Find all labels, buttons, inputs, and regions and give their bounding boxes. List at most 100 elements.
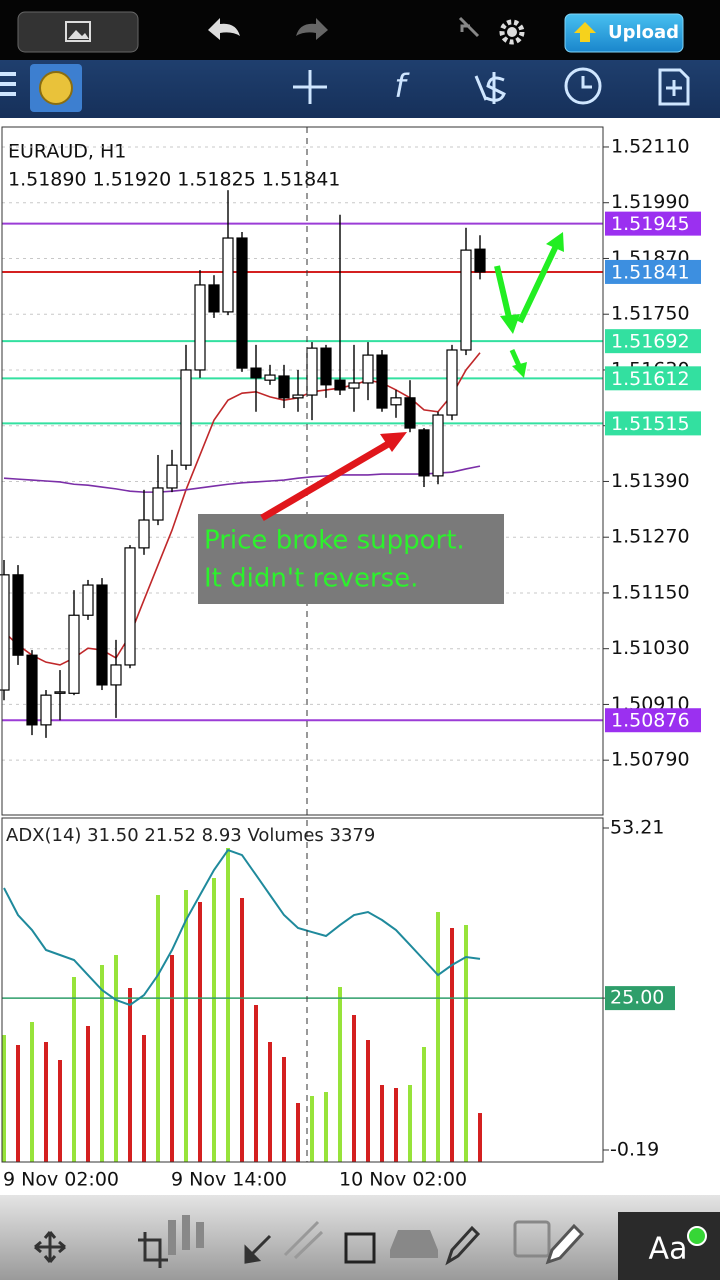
level-label: 1.51841: [611, 261, 690, 283]
level-label-bg: [605, 259, 701, 284]
level-label: 1.50876: [611, 710, 690, 732]
candle-body: [40, 694, 52, 726]
tray-tool[interactable]: [390, 1230, 438, 1258]
candle-body: [320, 347, 332, 386]
candle-body: [390, 397, 402, 406]
volume-bar: [58, 1060, 62, 1162]
y-tick-label: 1.51750: [611, 303, 690, 325]
candle-body: [124, 547, 136, 666]
trade-icon[interactable]: [474, 72, 506, 104]
doc-tool[interactable]: [513, 1220, 551, 1258]
pen-tool[interactable]: [445, 1225, 481, 1266]
y-tick-label: 1.50790: [611, 749, 690, 771]
undo-icon[interactable]: [208, 18, 240, 40]
chart-tool[interactable]: [168, 1215, 204, 1255]
y-tick-label: 1.51030: [611, 637, 690, 659]
candle-body: [54, 691, 66, 694]
candle-body: [418, 429, 430, 477]
adx-line: [3, 848, 481, 1007]
volume-bar: [170, 955, 174, 1162]
font-button-bg[interactable]: [618, 1212, 720, 1280]
x-tick-label: 10 Nov 02:00: [339, 1169, 467, 1191]
volume-bar: [366, 1040, 370, 1162]
redo-icon[interactable]: [296, 18, 328, 40]
level-label-bg: [605, 211, 701, 236]
upload-button[interactable]: [564, 13, 684, 53]
candle-body: [460, 249, 472, 351]
move-tool[interactable]: [34, 1231, 66, 1263]
candle-body: [138, 519, 150, 549]
candle-body: [236, 237, 248, 369]
volume-bar: [30, 1022, 34, 1162]
y-tick-label: 25.00: [610, 987, 664, 1009]
x-tick-label: 9 Nov 02:00: [3, 1169, 119, 1191]
y-tick-label: 1.51150: [611, 581, 690, 603]
period-icon[interactable]: [564, 67, 602, 105]
settings-icon[interactable]: [499, 19, 525, 45]
green-arrow-heads: [500, 232, 564, 334]
volume-bar: [268, 1042, 272, 1162]
volume-bar: [310, 1096, 314, 1162]
y-tick-label: 1.51270: [611, 526, 690, 548]
marker-tool[interactable]: [545, 1223, 585, 1265]
level-label-bg: [605, 329, 701, 354]
y-tick-label: 1.51990: [611, 191, 690, 213]
volume-bar: [324, 1092, 328, 1162]
status-dot: [687, 1226, 707, 1246]
volume-bar: [72, 977, 76, 1162]
bottom-toolbar: [0, 1195, 720, 1280]
candle-body: [110, 664, 122, 686]
volume-bar: [352, 1015, 356, 1162]
volume-bar: [86, 1026, 90, 1162]
volume-bar: [128, 988, 132, 1162]
mute-icon: [458, 16, 480, 38]
volume-bar: [198, 902, 202, 1162]
crop-tool[interactable]: [138, 1232, 168, 1268]
candle-body: [180, 369, 192, 466]
y-tick-label: 1.51390: [611, 470, 690, 492]
price-frame: [1, 126, 604, 816]
candle-body: [250, 367, 262, 379]
candle-body: [166, 464, 178, 489]
rect-tool[interactable]: [344, 1232, 376, 1264]
volume-bar: [450, 928, 454, 1162]
indicator-title: ADX(14) 31.50 21.52 8.93 Volumes 3379: [6, 825, 375, 846]
candle-body: [362, 354, 374, 384]
volume-bar: [114, 955, 118, 1162]
candle-body: [12, 574, 24, 656]
period-icon-hands: [581, 76, 592, 89]
font-button[interactable]: Aa: [649, 1232, 688, 1267]
menu-icon[interactable]: [0, 72, 16, 96]
red-arrow: [260, 436, 397, 522]
annotation-text: It didn't reverse.: [204, 564, 418, 594]
toolbar: [0, 60, 720, 118]
settings-icon-core: [507, 27, 517, 37]
volume-bar: [16, 1045, 20, 1162]
volume-bar: [408, 1085, 412, 1162]
overlay: 1.521101.519901.518701.517501.516301.515…: [3, 135, 701, 1191]
line-tool[interactable]: [283, 1220, 324, 1260]
new-order-icon[interactable]: [658, 68, 690, 106]
ohlc-readout: 1.51890 1.51920 1.51825 1.51841: [8, 169, 340, 191]
candle-body: [82, 584, 94, 616]
candle-body: [446, 349, 458, 416]
candle-body: [222, 237, 234, 313]
volume-bar: [282, 1057, 286, 1162]
volume-bar: [142, 1035, 146, 1162]
y-tick-label: 1.52110: [611, 135, 690, 157]
candle-body: [292, 394, 304, 399]
crosshair-icon[interactable]: [293, 70, 327, 104]
y-tick-label: -0.19: [610, 1139, 659, 1161]
moving-average: [3, 465, 481, 493]
image-icon-shape: [68, 30, 89, 39]
candle-body: [152, 487, 164, 521]
candle-body: [278, 375, 290, 399]
volume-bar: [478, 1113, 482, 1162]
chart: EURAUD, H1 1.51890 1.51920 1.51825 1.5184…: [0, 141, 609, 1162]
y-tick-label: 53.21: [610, 817, 664, 839]
chart-area: [0, 118, 720, 1195]
candle-body: [96, 584, 108, 686]
volume-bar: [394, 1088, 398, 1162]
arrow-tool[interactable]: [244, 1234, 272, 1264]
